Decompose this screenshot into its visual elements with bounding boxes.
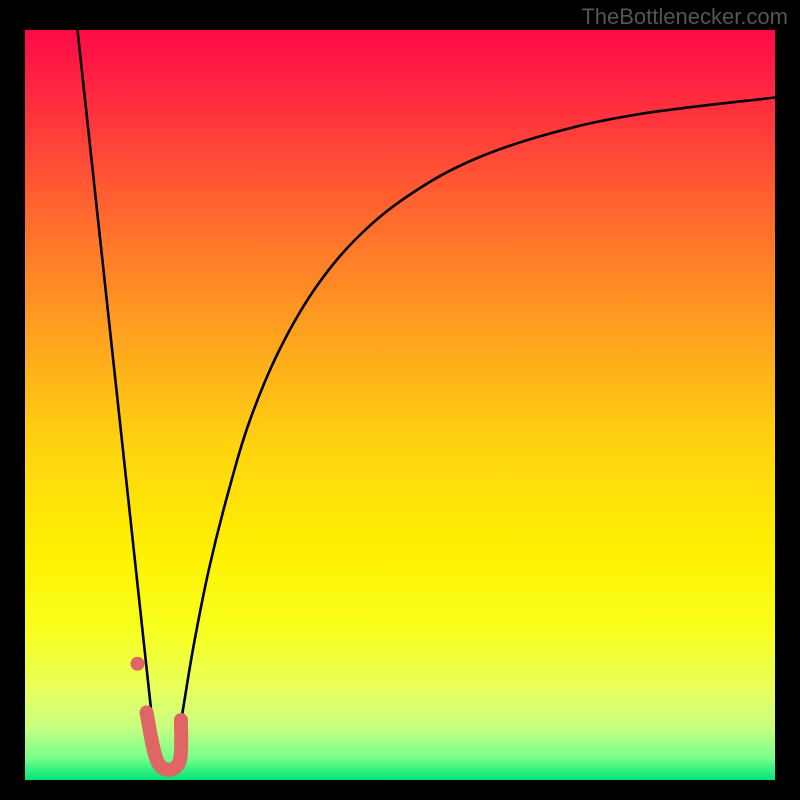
- watermark-text: TheBottlenecker.com: [581, 4, 788, 30]
- chart-frame: TheBottlenecker.com: [0, 0, 800, 800]
- bottleneck-marker-dot: [131, 657, 145, 671]
- plot-area: [25, 30, 775, 780]
- chart-svg: [25, 30, 775, 780]
